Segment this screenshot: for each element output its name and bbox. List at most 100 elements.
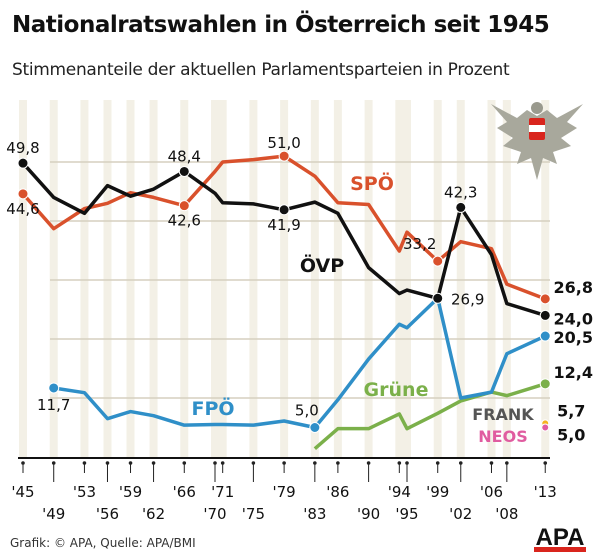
- data-point: [48, 382, 60, 394]
- data-point: [17, 157, 29, 169]
- source-credit: Grafik: © APA, Quelle: APA/BMI: [10, 536, 196, 550]
- shield-white: [529, 125, 545, 132]
- data-label: 26,8: [553, 278, 592, 297]
- background-stripe: [249, 100, 258, 457]
- x-tick-label: '53: [73, 483, 96, 501]
- background-stripe: [403, 100, 411, 457]
- data-point: [541, 423, 550, 432]
- x-tick-label: '62: [142, 505, 165, 523]
- background-stripe: [456, 100, 465, 457]
- x-tick-dot: [213, 461, 217, 465]
- data-label: 44,6: [6, 200, 39, 218]
- x-tick-dot: [128, 461, 133, 465]
- data-label: 48,4: [168, 147, 201, 165]
- x-tick-label: '59: [119, 483, 142, 501]
- background-stripe: [502, 100, 511, 457]
- x-tick-label: '90: [357, 505, 380, 523]
- x-tick-label: '75: [242, 505, 265, 523]
- data-point: [432, 292, 444, 304]
- x-tick-dot: [82, 461, 87, 465]
- svg-text:APA: APA: [536, 524, 585, 551]
- x-tick-label: '56: [96, 505, 119, 523]
- series-line-grüne: [313, 382, 546, 451]
- data-point: [178, 200, 190, 212]
- data-label: 41,9: [267, 216, 300, 234]
- background-stripe: [80, 100, 89, 457]
- background-stripe: [364, 100, 373, 457]
- data-point: [178, 165, 190, 177]
- background-stripe: [126, 100, 135, 457]
- data-label: 51,0: [267, 134, 300, 152]
- x-tick-dot: [313, 461, 317, 465]
- data-label: 20,5: [553, 328, 592, 347]
- data-point: [278, 204, 290, 216]
- data-point: [455, 201, 467, 213]
- data-label: 5,0: [295, 402, 319, 420]
- background-stripe: [218, 100, 227, 457]
- series-name-fpö: FPÖ: [191, 396, 234, 420]
- x-tick-label: '45: [11, 483, 34, 501]
- x-tick-dot: [51, 461, 56, 465]
- x-tick-dot: [105, 461, 110, 465]
- x-tick-label: '95: [395, 505, 418, 523]
- data-label: 5,7: [557, 401, 585, 420]
- x-tick-dot: [182, 461, 187, 465]
- background-stripe: [541, 100, 550, 457]
- data-label: 42,3: [444, 183, 477, 201]
- data-label: 49,8: [6, 139, 39, 157]
- x-tick-dot: [366, 461, 371, 465]
- x-tick-dot: [505, 461, 509, 465]
- background-stripe: [333, 100, 342, 457]
- x-tick-label: '99: [426, 483, 449, 501]
- apa-logo: APA: [534, 524, 586, 552]
- series-name-frank: FRANK: [472, 405, 534, 424]
- background-stripe: [433, 100, 442, 457]
- series-name-grüne: Grüne: [364, 379, 429, 401]
- x-tick-dot: [405, 461, 409, 465]
- x-tick-dot: [251, 461, 256, 465]
- x-tick-label: '49: [42, 505, 65, 523]
- x-tick-dot: [543, 461, 548, 465]
- x-tick-label: '83: [303, 505, 326, 523]
- data-label: 42,6: [168, 212, 201, 230]
- background-stripe: [49, 100, 58, 457]
- x-tick-label: '66: [173, 483, 196, 501]
- chart-title: Nationalratswahlen in Österreich seit 19…: [12, 12, 550, 38]
- x-tick-label: '86: [326, 483, 349, 501]
- background-stripe: [180, 100, 189, 457]
- x-tick-label: '08: [495, 505, 518, 523]
- data-point: [309, 422, 321, 433]
- x-tick-label: '02: [449, 505, 472, 523]
- x-tick-dot: [458, 461, 463, 465]
- x-tick-label: '13: [534, 483, 557, 501]
- data-label: 24,0: [553, 309, 592, 328]
- data-label: 11,7: [37, 396, 70, 414]
- data-point: [539, 293, 551, 305]
- x-tick-dot: [336, 461, 340, 465]
- data-label: 26,9: [451, 290, 484, 308]
- x-tick-dot: [220, 461, 225, 465]
- eagle-head: [531, 102, 543, 114]
- chart-subtitle: Stimmenanteile der aktuellen Parlamentsp…: [12, 60, 510, 80]
- x-tick-label: '79: [273, 483, 296, 501]
- x-tick-dot: [21, 461, 25, 465]
- data-point: [539, 378, 551, 390]
- data-point: [539, 309, 551, 321]
- x-tick-dot: [282, 461, 286, 465]
- data-label: 12,4: [553, 363, 592, 382]
- x-tick-dot: [151, 461, 156, 465]
- series-name-neos: NEOS: [478, 427, 527, 446]
- x-tick-label: '71: [211, 483, 234, 501]
- x-tick-dot: [397, 461, 402, 465]
- background-stripe: [310, 100, 319, 457]
- series-name-övp: ÖVP: [300, 253, 344, 277]
- data-label: 5,0: [557, 426, 585, 445]
- background-stripe: [19, 100, 27, 457]
- eagle-body: [491, 104, 583, 180]
- background-stripe: [149, 100, 158, 457]
- x-tick-dot: [489, 461, 494, 465]
- background-stripe: [280, 100, 289, 457]
- data-point: [539, 330, 551, 342]
